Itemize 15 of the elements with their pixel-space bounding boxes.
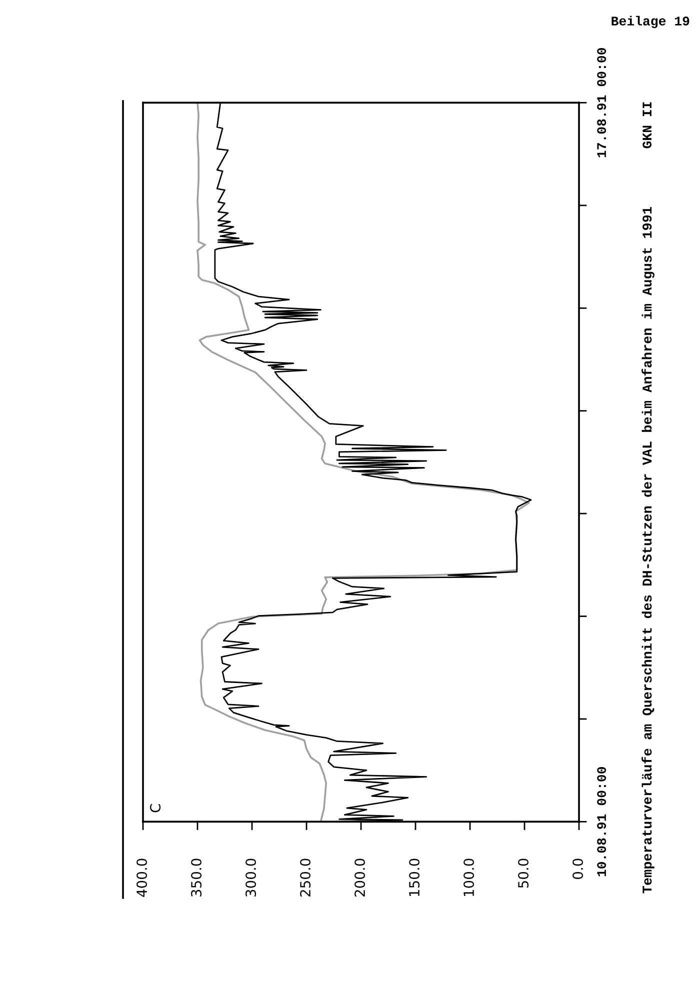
x-tick-label: 300.0 — [246, 858, 256, 897]
y-tick-label: 10.08.91 00:00 — [597, 767, 606, 876]
x-tick-label: 0.0 — [572, 858, 584, 879]
y-tick-label: 17.08.91 00:00 — [597, 48, 606, 158]
annotation: C — [150, 804, 161, 812]
x-tick-label: 250.0 — [300, 858, 311, 897]
x-tick-label: 100.0 — [464, 858, 474, 896]
text: Beilage 19 — [612, 16, 690, 28]
text: GKN II — [642, 102, 652, 148]
x-tick-label: 150.0 — [409, 858, 420, 896]
x-tick-label: 50.0 — [518, 858, 529, 888]
x-tick-label: 400.0 — [136, 858, 148, 897]
x-tick-label: 200.0 — [354, 858, 366, 897]
x-tick-label: 350.0 — [191, 858, 202, 897]
text: Temperaturverläufe am Querschnitt des DH-Stutzen der VAL beim Anfahren im August 1991 — [642, 207, 654, 894]
